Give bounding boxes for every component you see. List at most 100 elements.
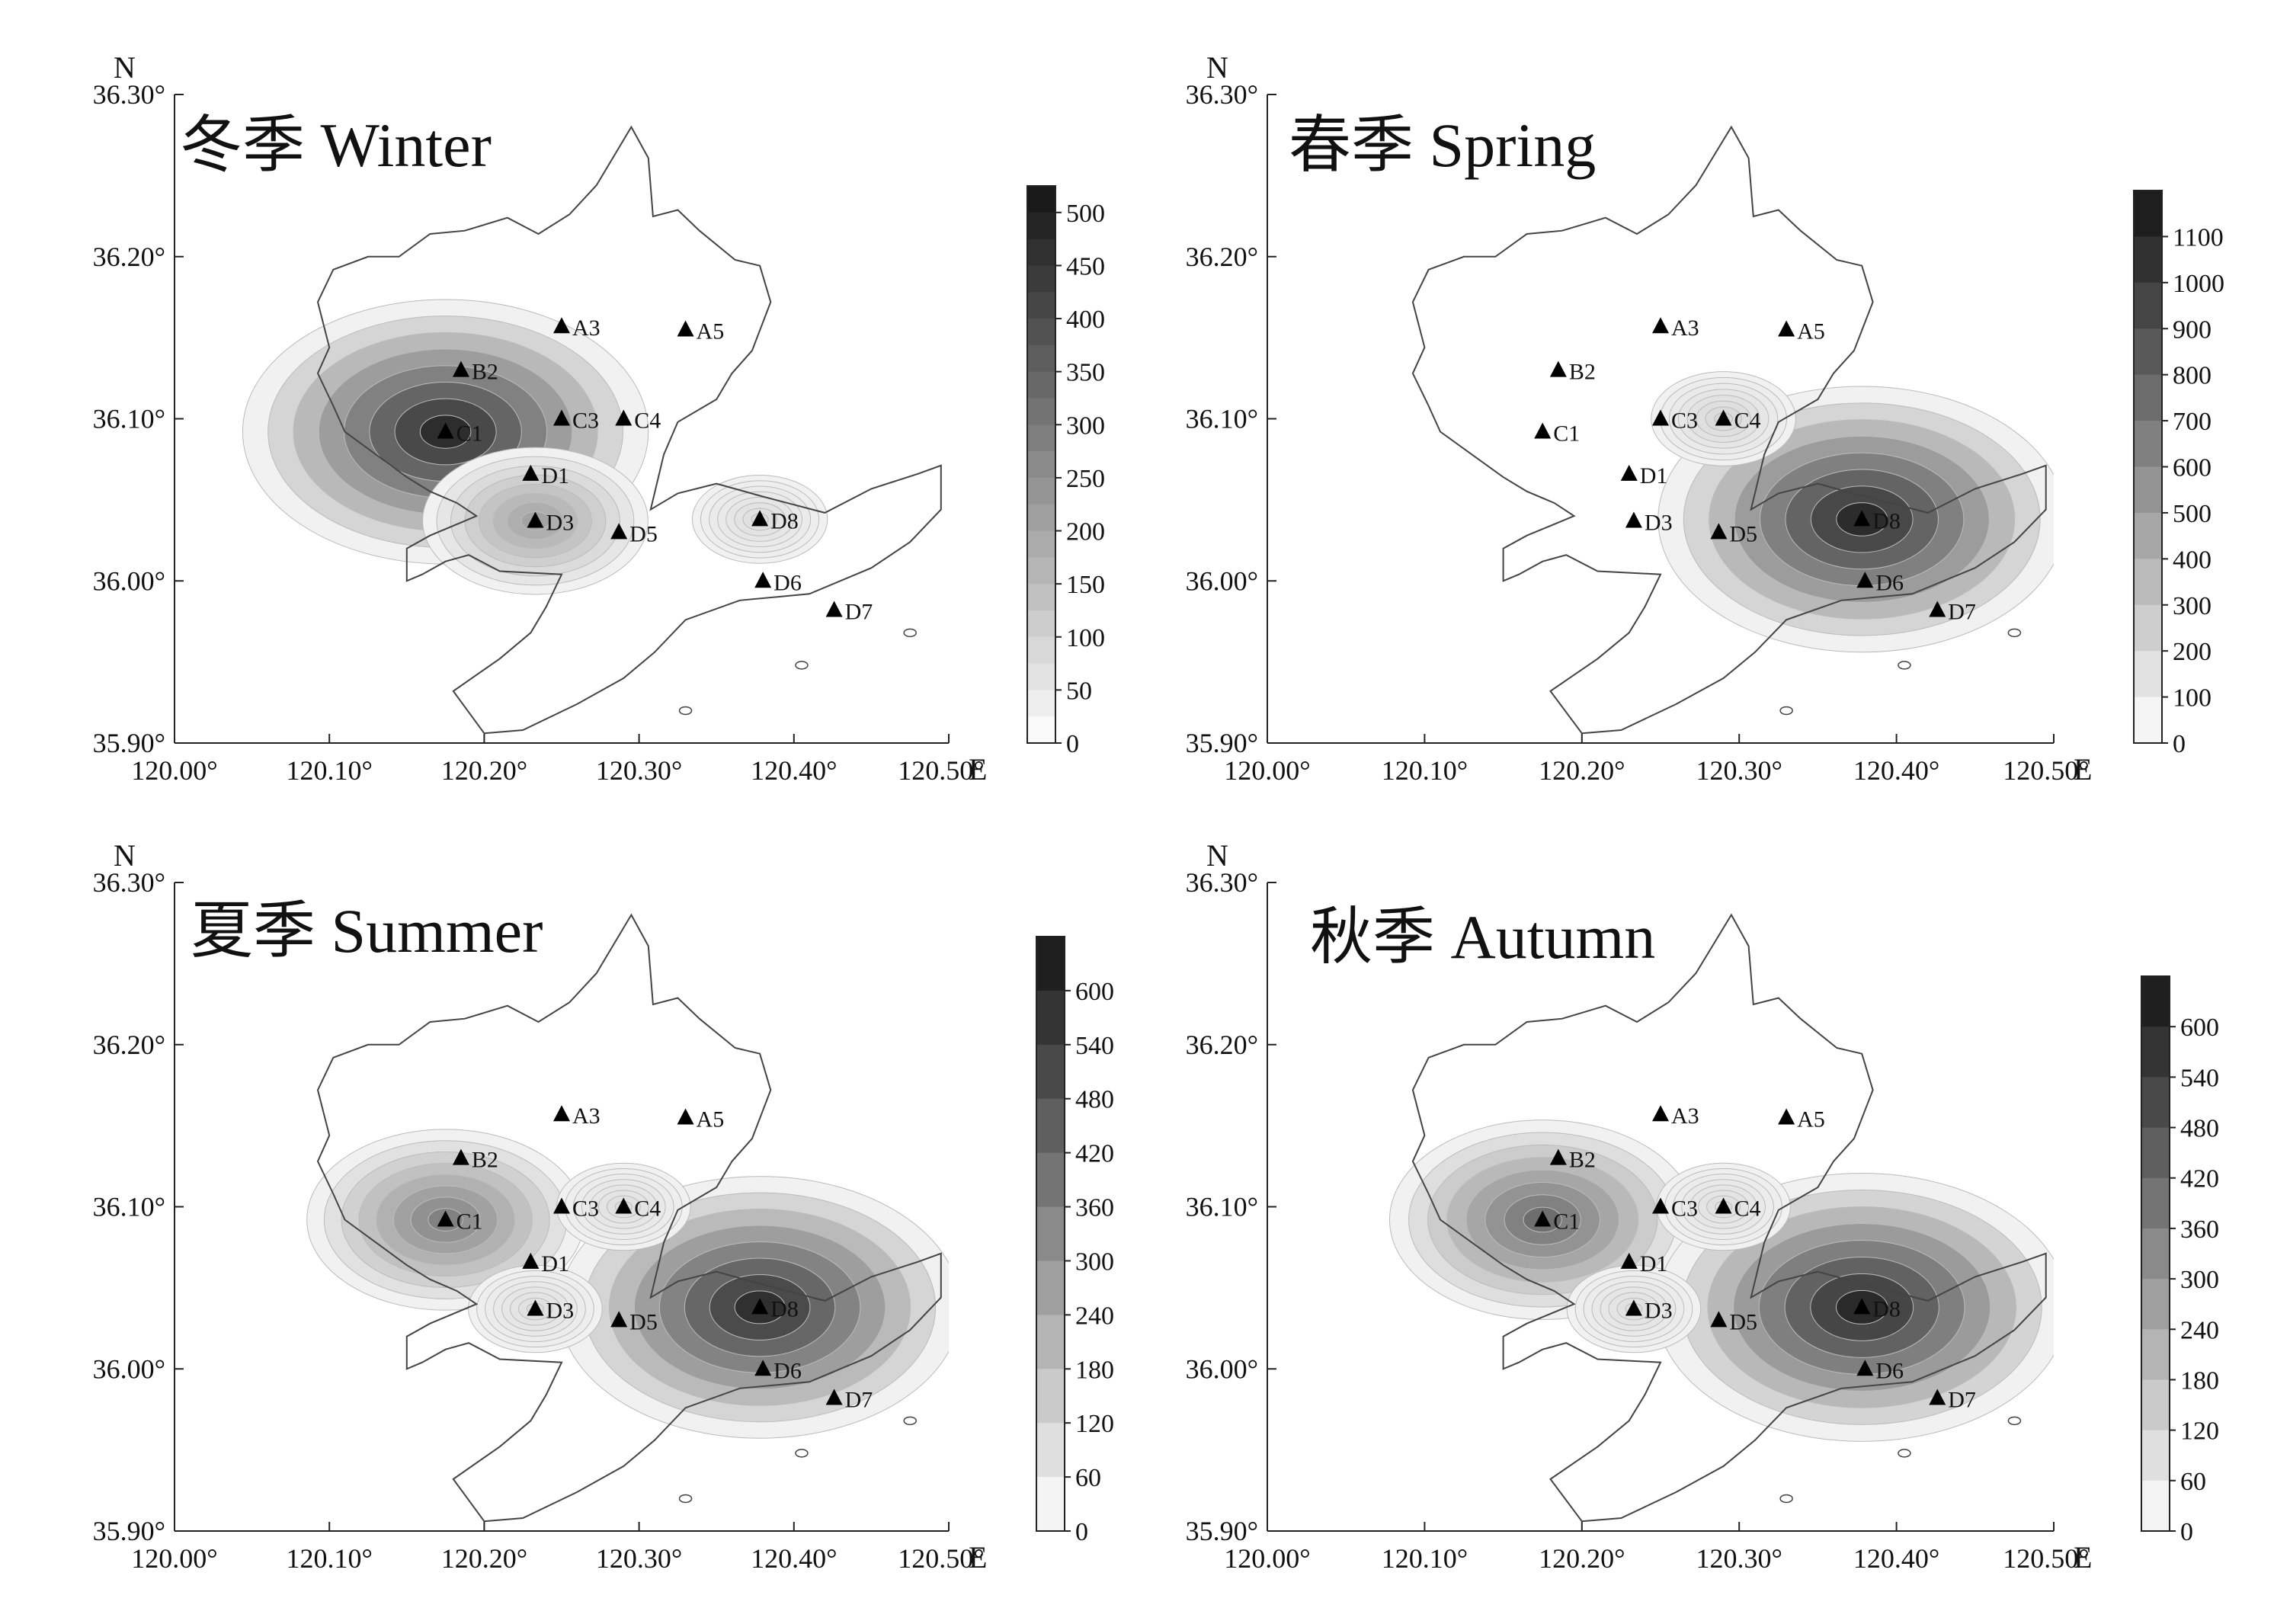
winter-station-label-D6: D6 [773, 570, 802, 595]
autumn-colorbar-level [2141, 1379, 2170, 1431]
autumn-station-label-C1: C1 [1553, 1209, 1580, 1235]
autumn-station-label-D8: D8 [1872, 1296, 1901, 1321]
summer-coastline [316, 913, 942, 1523]
summer-station-marker-C1 [437, 1210, 454, 1227]
autumn-colorbar-level [2141, 1027, 2170, 1078]
summer-station-label-D7: D7 [845, 1388, 873, 1413]
winter-lon-tick-label: 120.30° [596, 755, 682, 786]
spring-station-label-D6: D6 [1875, 570, 1904, 595]
winter-colorbar-level [1027, 477, 1055, 505]
autumn-lon-tick-label: 120.00° [1224, 1543, 1310, 1574]
autumn-station-label-D1: D1 [1640, 1251, 1668, 1276]
summer-station-label-B2: B2 [472, 1148, 498, 1173]
winter-colorbar-tick-label: 500 [1066, 200, 1105, 228]
winter-colorbar-tick-label: 300 [1066, 412, 1105, 440]
winter-colorbar-level [1027, 663, 1055, 690]
winter-colorbar-level [1027, 636, 1055, 665]
summer-colorbar-level [1036, 937, 1065, 991]
spring-station-marker-D5 [1710, 523, 1728, 540]
spring-station-label-D3: D3 [1645, 511, 1673, 536]
autumn-station-marker-D1 [1620, 1252, 1638, 1269]
spring-lon-tick-label: 120.40° [1853, 755, 1939, 786]
winter-station-marker-C4 [615, 409, 633, 426]
autumn-lon-tick-label: 120.40° [1853, 1543, 1939, 1574]
summer-colorbar-level [1036, 1044, 1065, 1100]
summer-station-label-D8: D8 [770, 1296, 799, 1321]
autumn-colorbar-level [2141, 976, 2170, 1027]
spring-colorbar-tick-label: 500 [2173, 500, 2212, 528]
winter-lat-tick-label: 36.30° [93, 79, 165, 110]
summer-lat-tick-label: 36.00° [93, 1353, 165, 1384]
spring-station-label-A3: A3 [1671, 316, 1699, 341]
spring-station-marker-B2 [1549, 360, 1567, 377]
autumn-station-label-D3: D3 [1645, 1299, 1673, 1324]
winter-station-label-C4: C4 [634, 408, 661, 434]
autumn-colorbar-tick-label: 180 [2180, 1366, 2219, 1395]
spring-island [1779, 706, 1793, 716]
summer-station-label-D5: D5 [629, 1309, 658, 1334]
winter-station-label-A3: A3 [572, 316, 601, 341]
summer-station-label-D3: D3 [546, 1299, 574, 1324]
winter-colorbar-level [1027, 265, 1055, 293]
summer-colorbar-level [1036, 1315, 1065, 1369]
summer-lon-tick-label: 120.20° [441, 1543, 527, 1574]
summer-station-marker-C4 [615, 1197, 633, 1214]
autumn-lon-tick-label: 120.10° [1382, 1543, 1468, 1574]
winter-lon-tick-label: 120.50° [898, 755, 984, 786]
winter-station-marker-B2 [452, 360, 469, 377]
spring-title: 春季 Spring [1289, 111, 1596, 180]
winter-station-label-D8: D8 [770, 508, 799, 533]
autumn-colorbar-tick-label: 300 [2180, 1266, 2219, 1294]
spring-colorbar-level [2134, 559, 2162, 606]
winter-station-marker-D7 [825, 601, 843, 617]
spring-lat-tick-label: 36.00° [1186, 565, 1258, 596]
spring-station-label-D1: D1 [1640, 463, 1668, 488]
spring-colorbar-tick-label: 700 [2173, 408, 2212, 436]
winter-concentration-field [242, 299, 828, 595]
spring-colorbar-level [2134, 604, 2162, 652]
autumn-colorbar-tick-label: 480 [2180, 1115, 2219, 1143]
summer-lat-tick-label: 36.30° [93, 867, 165, 898]
summer-station-marker-A3 [553, 1105, 570, 1122]
autumn-station-marker-D3 [1625, 1299, 1642, 1316]
summer-colorbar-tick-label: 300 [1075, 1248, 1114, 1276]
summer-colorbar-tick-label: 60 [1075, 1464, 1101, 1492]
summer-lon-tick-label: 120.10° [286, 1543, 372, 1574]
spring-station-marker-A3 [1652, 317, 1669, 334]
winter-station-label-D5: D5 [629, 521, 658, 546]
winter-colorbar-tick-label: 350 [1066, 359, 1105, 387]
autumn-colorbar-tick-label: 420 [2180, 1165, 2219, 1193]
spring-station-marker-D1 [1620, 464, 1638, 481]
winter-station-marker-D5 [610, 523, 628, 540]
autumn-lat-tick-label: 36.00° [1186, 1353, 1258, 1384]
summer-island [795, 1449, 809, 1458]
autumn-station-marker-D5 [1710, 1311, 1728, 1328]
winter-colorbar-level [1027, 186, 1055, 213]
autumn-station-label-C3: C3 [1671, 1196, 1698, 1222]
spring-colorbar-tick-label: 300 [2173, 592, 2212, 620]
panel-spring: 36.30° 36.20° 36.10° 36.00° 35.90°120.00° 120… [1186, 50, 2224, 786]
winter-colorbar-tick-label: 50 [1066, 677, 1092, 705]
winter-lon-tick-label: 120.10° [286, 755, 372, 786]
winter-colorbar-level [1027, 690, 1055, 717]
summer-station-label-D1: D1 [541, 1251, 569, 1276]
summer-colorbar-tick-label: 120 [1075, 1410, 1114, 1438]
winter-colorbar-tick-label: 100 [1066, 624, 1105, 652]
winter-colorbar-frame [1027, 185, 1056, 744]
summer-lat-tick-label: 35.90° [93, 1516, 165, 1546]
autumn-colorbar-tick-label: 120 [2180, 1417, 2219, 1446]
spring-station-label-B2: B2 [1569, 360, 1596, 385]
spring-lat-tick-label: 36.30° [1186, 79, 1258, 110]
autumn-station-marker-D8 [1853, 1298, 1871, 1315]
summer-station-label-A5: A5 [697, 1107, 725, 1132]
summer-colorbar-tick-label: 600 [1075, 978, 1114, 1006]
spring-lon-tick-label: 120.10° [1382, 755, 1468, 786]
summer-colorbar-tick-label: 360 [1075, 1194, 1114, 1222]
summer-station-marker-D5 [610, 1311, 628, 1328]
spring-station-marker-D7 [1929, 601, 1946, 617]
summer-island [903, 1416, 917, 1426]
autumn-colorbar-level [2141, 1329, 2170, 1380]
winter-lon-tick-label: 120.20° [441, 755, 527, 786]
autumn-station-marker-D7 [1929, 1389, 1946, 1405]
spring-station-label-A5: A5 [1797, 319, 1825, 344]
